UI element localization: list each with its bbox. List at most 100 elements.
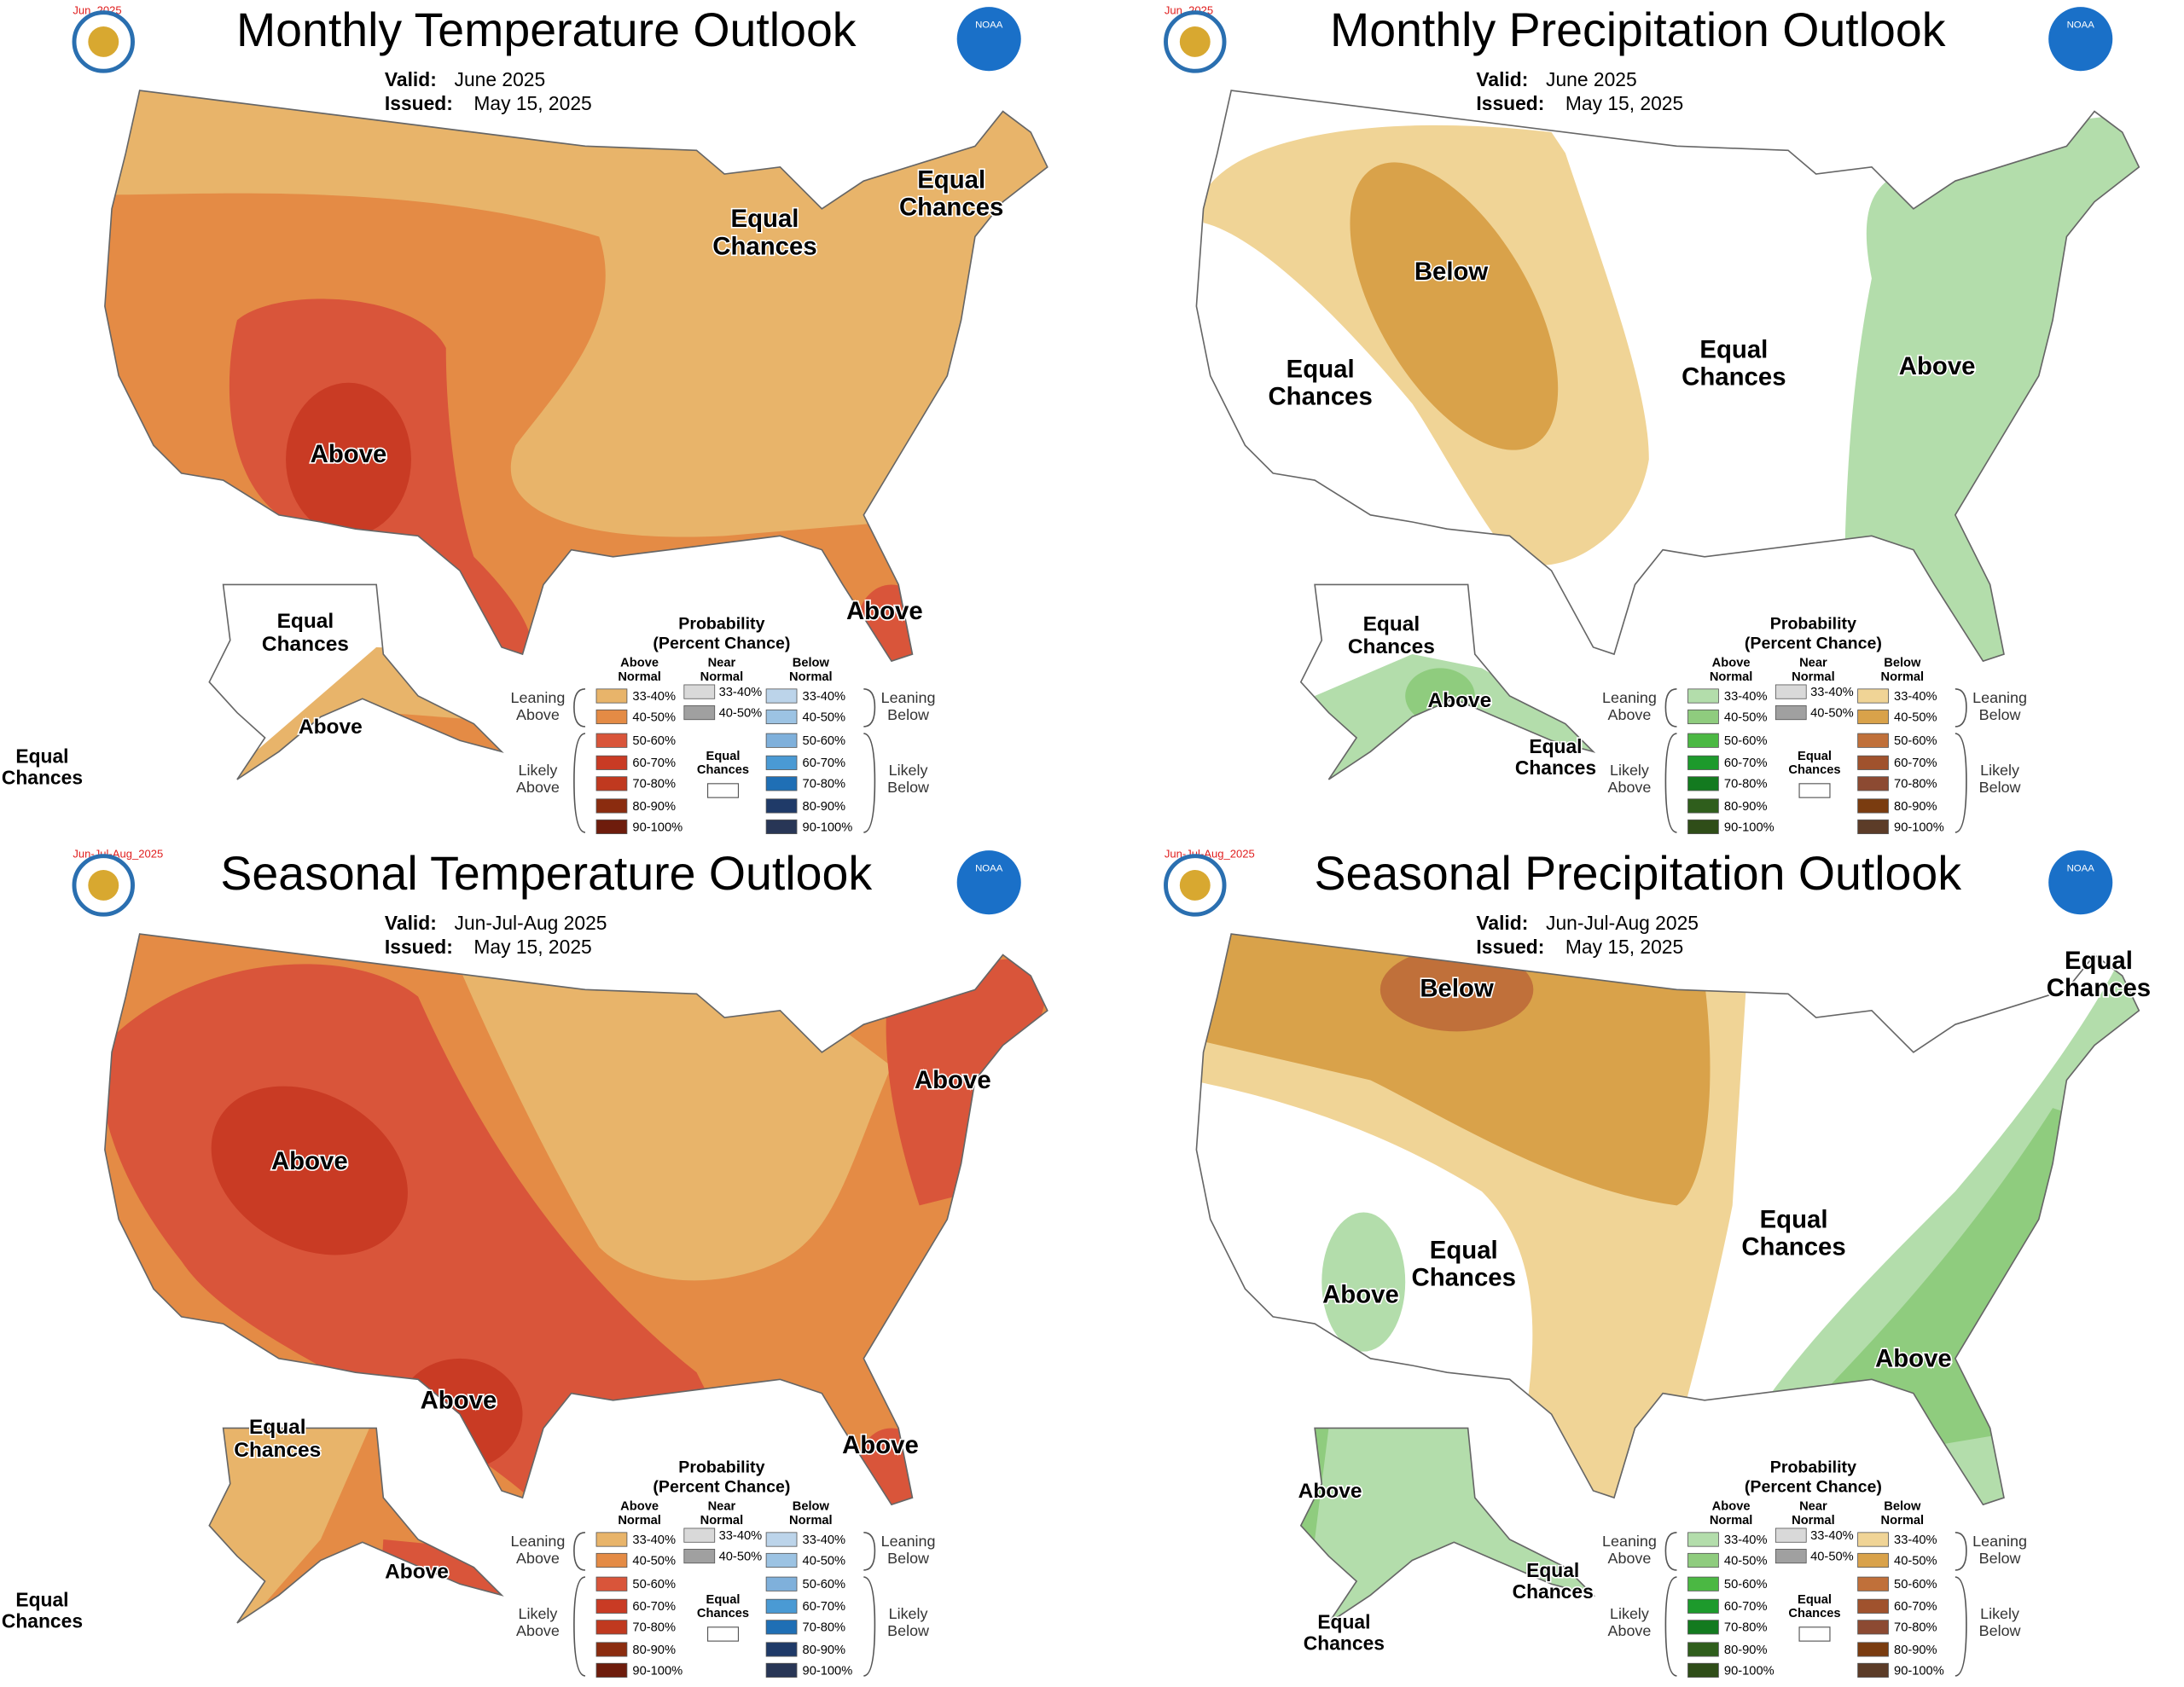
legend-swatch bbox=[706, 783, 740, 798]
legend-bin: 40-50% bbox=[1894, 1554, 1937, 1568]
legend-swatch bbox=[595, 1598, 628, 1614]
legend-subtitle: (Percent Chance) bbox=[1745, 635, 1882, 653]
legend-swatch bbox=[1774, 684, 1807, 699]
noaa-logo bbox=[956, 850, 1021, 915]
legend-equal: Equal Chances bbox=[1788, 750, 1840, 777]
map-label: Below bbox=[1420, 975, 1494, 1003]
legend-bin: 40-50% bbox=[632, 710, 676, 724]
legend-swatch bbox=[1774, 1549, 1807, 1564]
legend-swatch bbox=[1857, 688, 1889, 704]
legend-swatch bbox=[1798, 783, 1831, 798]
legend-bin: 80-90% bbox=[1724, 800, 1768, 814]
legend-swatch bbox=[765, 688, 798, 704]
legend-swatch bbox=[706, 1626, 740, 1642]
legend-group: Likely Above bbox=[516, 1605, 560, 1639]
legend-subtitle: (Percent Chance) bbox=[1745, 1478, 1882, 1497]
legend-bin: 50-60% bbox=[1894, 1578, 1937, 1591]
legend-group: Leaning Above bbox=[511, 689, 566, 723]
legend-bin: 80-90% bbox=[632, 1644, 676, 1657]
legend-bin: 33-40% bbox=[1810, 1529, 1854, 1543]
legend-swatch bbox=[1687, 1576, 1719, 1591]
legend-swatch bbox=[1857, 1598, 1889, 1614]
legend-equal: Equal Chances bbox=[697, 750, 749, 777]
map-label: Above bbox=[846, 597, 923, 625]
map-label: Above bbox=[1322, 1281, 1399, 1309]
legend-group: Likely Above bbox=[516, 762, 560, 796]
legend-brace bbox=[1664, 688, 1677, 833]
legend-subtitle: (Percent Chance) bbox=[653, 635, 790, 653]
legend-bin: 70-80% bbox=[1724, 778, 1768, 791]
legend-brace bbox=[1664, 1532, 1677, 1677]
legend-subtitle: (Percent Chance) bbox=[653, 1478, 790, 1497]
legend-bin: 40-50% bbox=[719, 706, 763, 720]
legend-swatch bbox=[1687, 1642, 1719, 1657]
legend-swatch bbox=[1857, 755, 1889, 770]
legend-swatch bbox=[595, 1576, 628, 1591]
legend-group: Likely Below bbox=[887, 1605, 929, 1639]
legend-title: Probability bbox=[678, 1458, 764, 1477]
legend-bin: 90-100% bbox=[803, 820, 853, 834]
legend-bin: 60-70% bbox=[632, 757, 676, 770]
legend-bin: 90-100% bbox=[1894, 820, 1944, 834]
noaa-text: NOAA bbox=[2067, 20, 2095, 31]
map-label: Equal Chances bbox=[712, 205, 816, 260]
legend-group: Likely Below bbox=[887, 762, 929, 796]
valid-label: Valid: bbox=[1476, 68, 1528, 90]
legend-swatch bbox=[595, 1662, 628, 1678]
panel: Jun_2025 Monthly Precipitation Outlook NOA… bbox=[1164, 3, 2140, 834]
noaa-logo bbox=[956, 7, 1021, 72]
legend-title: Probability bbox=[1770, 615, 1856, 634]
legend-bin: 33-40% bbox=[719, 686, 763, 699]
legend-head: Below Normal bbox=[1881, 657, 1925, 684]
legend-swatch bbox=[765, 1598, 798, 1614]
legend-swatch bbox=[595, 688, 628, 704]
legend-bin: 33-40% bbox=[632, 690, 676, 704]
title: Seasonal Precipitation Outlook bbox=[1314, 847, 1961, 900]
map-label: Equal Chances bbox=[1412, 1236, 1516, 1291]
map-label: Above bbox=[311, 440, 387, 468]
doc-seal-inner bbox=[1179, 26, 1211, 57]
legend-swatch bbox=[1857, 1620, 1889, 1635]
legend-swatch bbox=[595, 776, 628, 791]
legend-swatch bbox=[1774, 1528, 1807, 1543]
legend-group: Leaning Below bbox=[1972, 1533, 2027, 1567]
legend-swatch bbox=[1798, 1626, 1831, 1642]
legend-swatch bbox=[683, 1549, 716, 1564]
legend-bin: 40-50% bbox=[719, 1550, 763, 1563]
legend-head: Near Normal bbox=[700, 657, 744, 684]
legend-swatch bbox=[595, 733, 628, 748]
legend-swatch bbox=[1857, 1532, 1889, 1547]
noaa-text: NOAA bbox=[975, 864, 1003, 874]
map-label: Above bbox=[1899, 352, 1976, 380]
legend-head: Near Normal bbox=[1792, 657, 1835, 684]
valid-label: Valid: bbox=[385, 68, 437, 90]
legend-group: Likely Below bbox=[1979, 1605, 2021, 1639]
noaa-logo bbox=[2048, 850, 2113, 915]
legend-bin: 33-40% bbox=[803, 1533, 846, 1547]
valid: June 2025 bbox=[455, 68, 546, 90]
map-label: Equal Chances bbox=[1741, 1205, 1845, 1261]
legend-group: Likely Above bbox=[1608, 1605, 1652, 1639]
legend-head: Above Normal bbox=[1710, 657, 1753, 684]
noaa-text: NOAA bbox=[2067, 864, 2095, 874]
legend-brace bbox=[573, 688, 586, 833]
legend-bin: 33-40% bbox=[719, 1529, 763, 1543]
legend-group: Likely Below bbox=[1979, 762, 2021, 796]
legend-brace bbox=[573, 1532, 586, 1677]
issued-label: Issued: bbox=[385, 936, 453, 958]
legend-bin: 50-60% bbox=[803, 1578, 846, 1591]
legend-swatch bbox=[1687, 688, 1719, 704]
legend-swatch bbox=[1687, 1620, 1719, 1635]
legend-group: Leaning Above bbox=[1602, 1533, 1657, 1567]
legend-head: Below Normal bbox=[789, 1500, 833, 1528]
legend-head: Above Normal bbox=[1710, 1500, 1753, 1528]
legend-bin: 60-70% bbox=[1724, 1600, 1768, 1614]
map-label: Equal Chances bbox=[1304, 1610, 1385, 1654]
legend-swatch bbox=[765, 776, 798, 791]
legend-bin: 80-90% bbox=[1894, 800, 1937, 814]
legend-bin: 40-50% bbox=[1810, 706, 1854, 720]
legend-swatch bbox=[595, 819, 628, 834]
panel: Jun-Jul-Aug_2025 Seasonal Temperature Out… bbox=[0, 847, 1048, 1678]
legend-head: Near Normal bbox=[1792, 1500, 1835, 1528]
